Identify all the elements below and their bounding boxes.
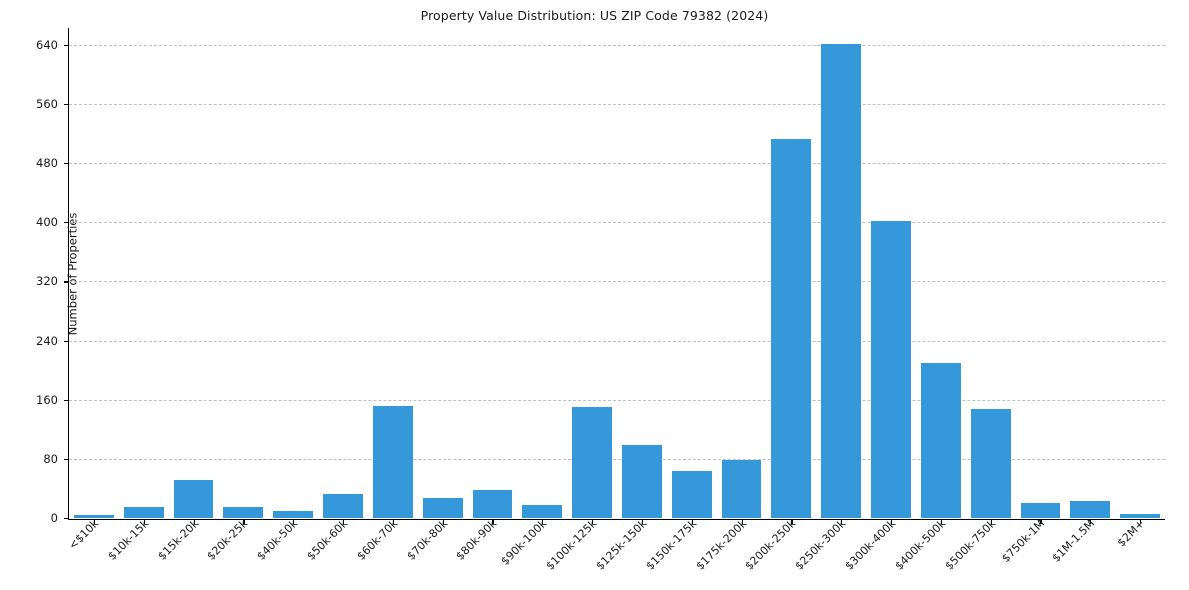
bar [671,471,712,518]
y-tick-label: 560 [36,96,58,111]
bar [1020,503,1061,518]
bar [1070,501,1111,518]
x-tick-mark [93,518,96,524]
x-tick-label: $50k-60k [304,517,351,563]
x-tick-label: $70k-80k [404,517,450,563]
y-tick-label: 160 [36,392,58,407]
bar [522,504,563,518]
x-tick-mark [891,518,893,524]
y-tick-mark [63,44,69,46]
gridline [69,281,1165,283]
x-tick-mark [442,518,444,524]
x-tick-mark [1090,518,1092,524]
x-tick-mark [592,518,594,524]
gridline [69,399,1165,401]
bar [472,489,513,518]
bar [323,493,363,518]
bar [970,408,1011,518]
bar [920,362,961,518]
x-tick-label: $80k-90k [453,517,500,563]
x-axis-spine [68,518,1165,520]
x-tick-mark [542,518,544,524]
bar [422,498,463,518]
chart-title: Property Value Distribution: US ZIP Code… [420,8,769,23]
x-tick-label: $100k-125k [543,517,600,573]
y-tick-mark [63,399,69,401]
plot-area: 0 80 160 240 320 400 480 560 640 <$10k $10k-15k $1… [36,28,1165,573]
x-tick-mark [293,518,295,524]
x-tick-label: $90k-100k [498,517,550,568]
x-tick-label: $20k-25k [204,517,251,563]
y-tick-label: 80 [43,451,58,466]
x-tick-label: $500k-750k [942,517,998,573]
x-tick-label: $175k-200k [693,517,749,573]
bar [771,139,812,518]
y-tick-mark [63,163,69,165]
gridline [69,340,1165,342]
x-tick-mark [193,518,195,524]
y-tick-label: 240 [36,333,58,348]
y-tick-mark [63,340,69,342]
y-tick-mark [63,458,69,461]
x-tick-label: $2M+ [1114,517,1148,550]
x-tick-label: $125k-150k [593,517,650,573]
x-tick-mark [990,518,992,524]
bar [372,405,413,518]
x-tick-label: $300k-400k [842,517,899,573]
x-tick-mark [1040,518,1042,524]
x-tick-label: $1M-1.5M [1049,517,1098,565]
x-tick-label: <$10k [66,517,102,553]
y-axis-spine [68,28,70,520]
x-tick-mark [691,518,693,524]
bar [173,479,214,518]
x-tick-mark [791,518,793,524]
bar [73,515,114,518]
x-tick-mark [940,518,942,524]
x-tick-label: $10k-15k [105,517,151,563]
bar [1120,514,1160,518]
x-tick-mark [841,518,843,524]
bar [572,407,612,518]
gridline [69,44,1165,46]
bar [273,510,314,518]
bar [821,44,862,518]
bar [621,444,662,518]
bar [123,506,164,518]
y-tick-label: 640 [36,37,58,52]
x-tick-label: $750k-1M [999,517,1048,565]
bar [223,506,264,518]
gridline [69,163,1165,165]
x-tick-mark [392,518,394,524]
y-tick-label: 400 [36,215,58,230]
y-tick-mark [63,222,69,224]
x-tick-mark [1140,518,1142,524]
x-tick-label: $200k-250k [742,517,799,573]
gridline [69,222,1165,224]
y-tick-mark [63,518,69,520]
x-tick-label: $60k-70k [354,517,401,563]
x-tick-label: $150k-175k [643,517,699,573]
x-tick-label: $15k-20k [154,517,201,563]
x-tick-mark [343,518,345,524]
chart-axes: Number of Properties 0 80 160 240 320 400 480 5… [36,28,1165,573]
y-tick-mark [63,281,69,283]
x-tick-label: $40k-50k [254,517,301,563]
x-tick-mark [641,518,644,524]
bar [721,459,762,518]
x-tick-label: $400k-500k [892,517,949,573]
x-tick-mark [492,518,494,524]
y-tick-label: 480 [36,156,58,171]
bar [871,220,911,518]
gridline [69,103,1165,105]
x-tick-label: $250k-300k [792,517,849,573]
x-tick-mark [243,518,245,524]
gridline [69,458,1165,460]
x-tick-mark [143,518,145,524]
y-tick-label: 0 [50,511,58,525]
y-tick-mark [63,103,69,106]
y-tick-label: 320 [36,274,58,289]
x-tick-mark [741,518,743,524]
